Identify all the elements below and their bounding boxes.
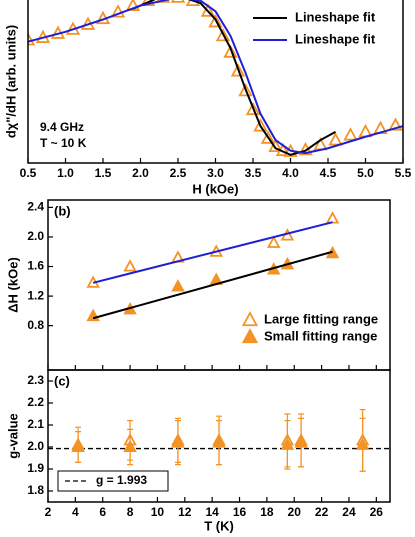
legend-label: Small fitting range [264, 328, 377, 343]
legend-label: Lineshape fit [295, 9, 376, 24]
marker [171, 279, 185, 292]
x-tick-label: 2.5 [170, 166, 187, 180]
marker [325, 211, 340, 224]
y-axis-label: dχ"/dH (arb. units) [3, 25, 18, 138]
y-tick-label: 2.4 [27, 200, 44, 214]
y-tick-label: 2.2 [27, 395, 44, 409]
y-tick-label: 2.0 [27, 439, 44, 453]
legend-box [57, 470, 169, 492]
marker [86, 308, 100, 322]
annotation: 9.4 GHz [40, 120, 84, 134]
x-tick-label: 3.0 [207, 166, 224, 180]
x-tick-label: 18 [260, 505, 274, 519]
x-axis-label: T (K) [204, 518, 234, 533]
marker [355, 437, 370, 450]
x-axis-label: H (kOe) [192, 181, 238, 196]
plot-frame [47, 369, 391, 503]
annotation: T ~ 10 K [40, 136, 87, 150]
legend-label: Lineshape fit [295, 31, 376, 46]
marker [171, 435, 185, 448]
y-axis-label: g-value [5, 413, 20, 459]
panel-label: (b) [54, 203, 71, 218]
marker [280, 437, 295, 450]
x-tick-label: 3.5 [245, 166, 262, 180]
x-tick-label: 8 [127, 505, 134, 519]
fit-line [132, 0, 336, 156]
x-tick-label: 1.5 [95, 166, 112, 180]
plot-area [48, 409, 390, 472]
y-tick-label: 1.2 [27, 288, 44, 302]
x-tick-label: 6 [99, 505, 106, 519]
x-tick-label: 22 [315, 505, 329, 519]
legend-label: Large fitting range [264, 311, 378, 326]
fit-line [92, 250, 333, 320]
legend-label: g = 1.993 [96, 473, 147, 487]
x-tick-label: 20 [288, 505, 302, 519]
panel-label: (c) [54, 373, 70, 388]
marker [212, 435, 226, 448]
marker [343, 127, 358, 141]
y-tick-label: 1.9 [27, 461, 44, 475]
x-tick-label: 5.5 [395, 166, 412, 180]
y-tick-label: 1.6 [27, 259, 44, 273]
marker [266, 235, 281, 248]
plot-frame [27, 0, 404, 164]
x-tick-label: 1.0 [57, 166, 74, 180]
x-tick-label: 14 [205, 505, 219, 519]
y-tick-label: 2.0 [27, 229, 44, 243]
x-tick-label: 4.0 [282, 166, 299, 180]
y-axis-label: ΔH (kOe) [5, 257, 20, 313]
x-tick-label: 5.0 [357, 166, 374, 180]
x-tick-label: 16 [233, 505, 247, 519]
y-tick-label: 1.8 [27, 483, 44, 497]
x-tick-label: 2 [45, 505, 52, 519]
marker [71, 439, 85, 453]
y-tick-label: 0.8 [27, 318, 44, 332]
x-tick-label: 10 [151, 505, 165, 519]
x-tick-label: 26 [370, 505, 384, 519]
x-tick-label: 2.0 [132, 166, 149, 180]
marker [123, 259, 137, 272]
marker [170, 0, 186, 3]
x-tick-label: 4.5 [320, 166, 337, 180]
x-tick-label: 12 [178, 505, 192, 519]
fit-line [92, 221, 333, 284]
marker [123, 439, 137, 453]
fit-line [28, 0, 403, 155]
plot-area [28, 0, 403, 157]
plot-area [86, 211, 340, 322]
marker [294, 435, 308, 448]
x-tick-label: 0.5 [20, 166, 37, 180]
y-tick-label: 2.1 [27, 417, 44, 431]
x-tick-label: 4 [72, 505, 79, 519]
marker [328, 132, 343, 146]
plot-frame [47, 199, 391, 371]
y-tick-label: 2.3 [27, 373, 44, 387]
x-tick-label: 24 [342, 505, 356, 519]
marker [241, 311, 259, 327]
marker [241, 328, 259, 344]
